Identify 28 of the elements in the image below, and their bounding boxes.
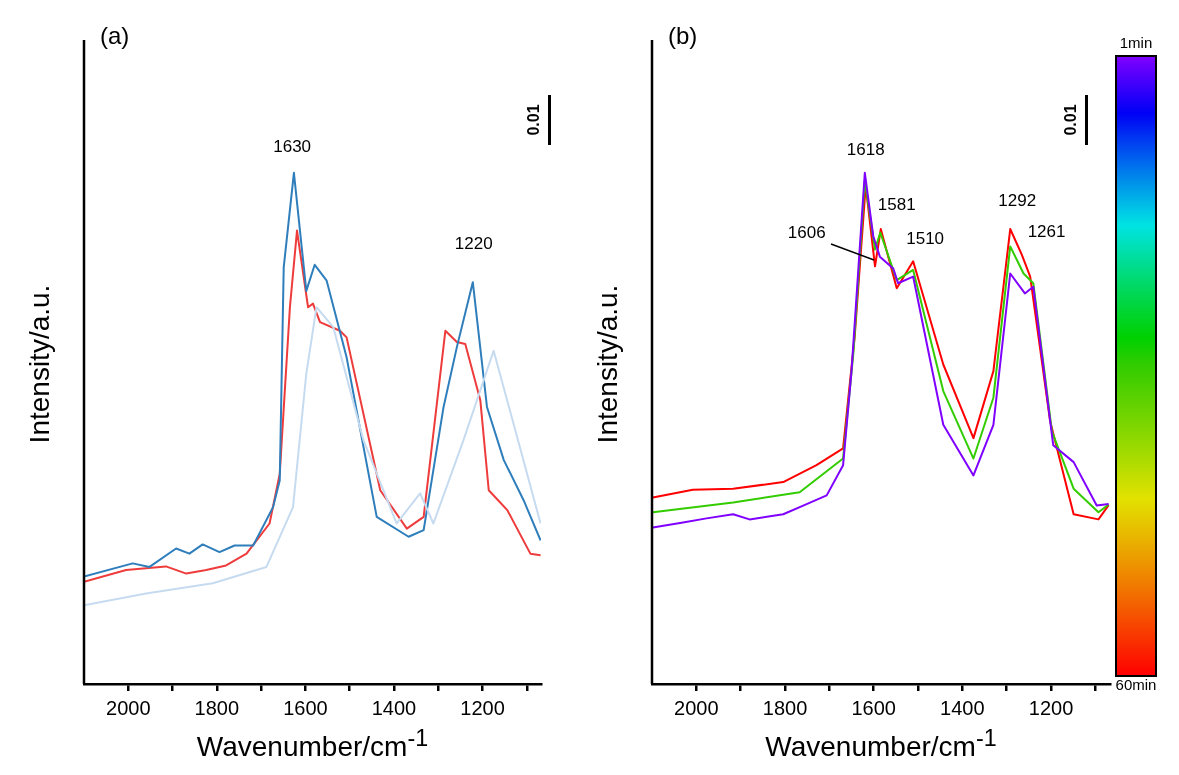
x-tick-label: 1200 bbox=[1028, 696, 1074, 719]
x-axis-title: Wavenumber/cm$^{-1}$ bbox=[765, 725, 997, 764]
x-tick-label: 1400 bbox=[371, 696, 417, 719]
y-axis-title: Intensity/a.u. bbox=[24, 284, 56, 444]
x-tick-label: 1600 bbox=[851, 696, 896, 719]
y-axis-title: Intensity/a.u. bbox=[592, 284, 624, 444]
annotation: 1618 bbox=[846, 140, 885, 160]
annotation: 1220 bbox=[454, 233, 493, 253]
annotation: 1606 bbox=[787, 223, 826, 243]
x-axis-title: Wavenumber/cm$^{-1}$ bbox=[196, 725, 429, 764]
text: 0.01 bbox=[1062, 104, 1080, 136]
x-tick-label: 2000 bbox=[106, 696, 151, 719]
x-tick-label: 1800 bbox=[194, 696, 240, 719]
chart-title: (a) bbox=[100, 22, 130, 50]
x-tick-label: 1400 bbox=[940, 696, 985, 719]
annotation: 1510 bbox=[906, 229, 945, 249]
text: 1min bbox=[1119, 34, 1153, 51]
annotation: 1292 bbox=[998, 190, 1037, 210]
chart-title: (b) bbox=[668, 22, 698, 50]
x-tick-label: 2000 bbox=[674, 696, 719, 719]
text: 60min bbox=[1115, 676, 1157, 693]
x-tick-label: 1200 bbox=[460, 696, 505, 719]
annotation: 1261 bbox=[1027, 222, 1066, 242]
text: 0.01 bbox=[525, 104, 543, 136]
annotation: 1581 bbox=[877, 194, 916, 214]
annotation: 1630 bbox=[273, 137, 312, 157]
x-tick-label: 1800 bbox=[762, 696, 808, 719]
x-tick-label: 1600 bbox=[283, 696, 328, 719]
